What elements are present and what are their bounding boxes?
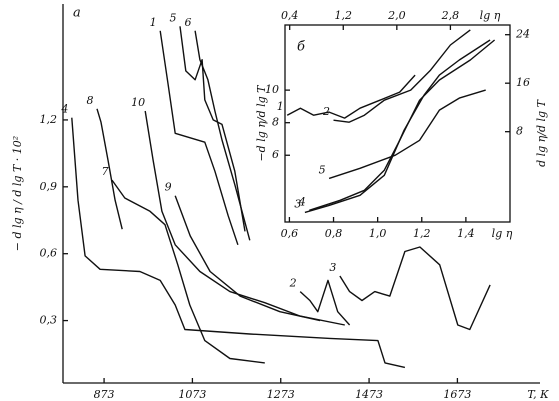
curve-label: 1 <box>277 100 284 113</box>
curve-label: 8 <box>87 94 94 107</box>
y2-axis-label: d lg η/d lg T <box>535 98 548 166</box>
curve <box>309 39 496 211</box>
curve-label: 10 <box>131 96 145 109</box>
y-tick-label: 10 <box>265 83 279 96</box>
x-tick-label: 1,4 <box>457 227 475 240</box>
x-tick-label: 873 <box>94 388 115 401</box>
curve-label: 5 <box>170 11 177 24</box>
panel-label: б <box>297 40 305 55</box>
x-tick-label: 1673 <box>443 388 471 401</box>
curve-label: 6 <box>185 16 192 29</box>
y-axis-label: −d lg η/d lg T <box>255 84 268 162</box>
curve <box>299 279 351 326</box>
curve-label: 4 <box>60 103 68 116</box>
x-tick-label: 1473 <box>355 388 383 401</box>
curve <box>339 246 491 331</box>
x-tick-label: 0,8 <box>325 227 343 240</box>
curve-label: 2 <box>289 277 297 290</box>
curve <box>96 108 123 230</box>
y2-tick-label: 24 <box>515 28 530 41</box>
curve-label: 5 <box>319 163 326 176</box>
curve-label: 2 <box>322 105 330 118</box>
x2-tick-label: 0,4 <box>281 9 299 22</box>
x2-axis-label: lg η <box>480 9 501 22</box>
curve-label: 1 <box>150 16 157 29</box>
x-tick-label: 1,2 <box>413 227 431 240</box>
x-tick-label: 1273 <box>267 388 295 401</box>
curve-label: 3 <box>329 261 336 274</box>
curve-label: 3 <box>294 197 301 210</box>
x-tick-label: 1,0 <box>369 227 387 240</box>
x-tick-label: 1073 <box>178 388 206 401</box>
x2-tick-label: 2,8 <box>441 9 460 22</box>
y-axis-label: − d lg η / d lg T · 10² <box>11 136 24 251</box>
inset-frame <box>284 24 511 223</box>
x-axis-label: T, К <box>527 388 549 401</box>
curve <box>286 74 416 119</box>
curve <box>144 110 345 326</box>
curve <box>174 195 321 322</box>
x-axis-label: lg η <box>492 227 513 240</box>
x2-tick-label: 2,0 <box>387 9 406 22</box>
y2-tick-label: 16 <box>516 76 530 89</box>
y-tick-label: 8 <box>272 116 279 129</box>
y2-tick-label: 8 <box>516 125 523 138</box>
curve-label: 7 <box>102 165 109 178</box>
y-tick-label: 6 <box>272 148 279 161</box>
y-tick-label: 0,6 <box>40 247 58 260</box>
x2-tick-label: 1,2 <box>335 9 353 22</box>
curve <box>194 30 251 241</box>
y-tick-label: 0,9 <box>40 180 58 193</box>
curve-label: 9 <box>165 181 172 194</box>
curve <box>71 117 406 369</box>
curve-label: 4 <box>298 195 306 208</box>
curve <box>333 29 471 123</box>
curve <box>328 89 486 180</box>
y-tick-label: 0,3 <box>40 314 58 327</box>
x-tick-label: 0,6 <box>281 227 299 240</box>
curve <box>179 26 246 232</box>
curve <box>159 30 239 246</box>
panel-label: а <box>73 6 81 21</box>
y-tick-label: 1,2 <box>40 113 58 126</box>
curve <box>111 179 265 364</box>
